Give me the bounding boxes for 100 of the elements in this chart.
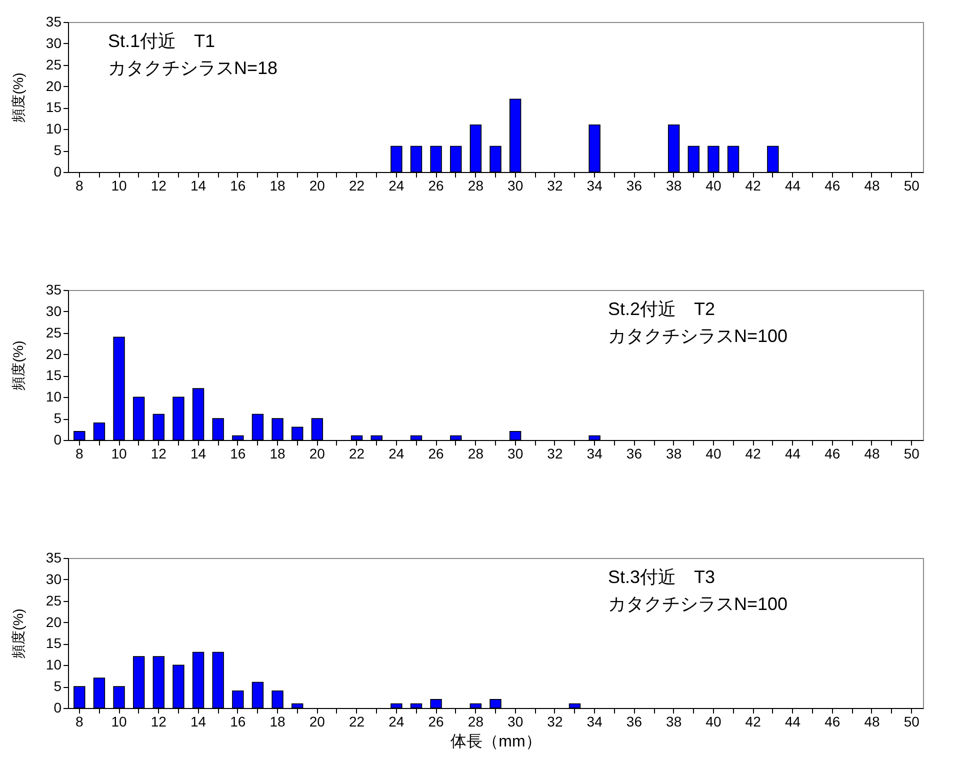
x-tick-label: 32	[547, 178, 563, 194]
x-tick-label: 14	[190, 446, 206, 462]
x-tick-label: 12	[150, 178, 167, 194]
x-tick-label: 46	[824, 178, 840, 194]
y-tick-label: 0	[54, 700, 62, 716]
y-tick-label: 10	[46, 656, 62, 673]
x-tick-label: 40	[706, 446, 722, 462]
x-tick-label: 28	[468, 446, 484, 462]
x-tick-label: 34	[586, 714, 603, 730]
x-tick-label: 42	[745, 178, 762, 194]
x-tick-label: 24	[388, 446, 404, 462]
x-tick-label: 26	[428, 446, 444, 462]
x-tick-label: 8	[75, 446, 84, 462]
x-tick-label: 32	[547, 446, 563, 462]
x-tick-label: 8	[75, 714, 84, 730]
x-tick-label: 48	[864, 178, 880, 194]
y-tick-label: 30	[46, 34, 62, 51]
annotation: カタクチシラスN=18	[108, 58, 278, 78]
x-tick-label: 30	[508, 714, 524, 730]
y-tick-label: 15	[46, 367, 62, 384]
x-tick-label: 42	[745, 446, 762, 462]
x-tick-label: 44	[784, 178, 801, 194]
y-tick-label: 0	[54, 432, 62, 448]
x-tick-label: 46	[824, 714, 840, 730]
x-tick-label: 20	[309, 714, 326, 730]
y-tick-label: 20	[46, 346, 62, 362]
y-tick-label: 20	[46, 614, 62, 630]
x-tick-label: 12	[150, 714, 167, 730]
y-tick-label: 10	[46, 120, 62, 137]
x-tick-label: 16	[230, 446, 246, 462]
y-tick-label: 5	[54, 410, 62, 426]
x-tick-label: 20	[309, 446, 326, 462]
x-tick-label: 40	[706, 714, 722, 730]
y-tick-label: 5	[54, 678, 62, 694]
x-tick-label: 16	[230, 178, 246, 194]
x-tick-label: 28	[468, 714, 484, 730]
x-tick-label: 38	[666, 446, 682, 462]
y-tick-label: 20	[46, 78, 62, 94]
x-tick-label: 18	[270, 446, 286, 462]
x-tick-label: 46	[824, 446, 840, 462]
x-tick-label: 42	[745, 714, 762, 730]
annotation: St.1付近 T1	[108, 31, 216, 51]
x-tick-label: 24	[388, 714, 404, 730]
y-axis-title: 頻度(%)	[10, 608, 26, 658]
annotation: St.2付近 T2	[608, 299, 716, 319]
x-tick-label: 44	[784, 714, 801, 730]
x-tick-label: 34	[586, 178, 603, 194]
x-tick-label: 30	[508, 446, 524, 462]
x-tick-label: 50	[904, 446, 920, 462]
x-tick-label: 10	[111, 446, 128, 462]
x-tick-label: 36	[626, 714, 642, 730]
y-tick-label: 15	[46, 99, 62, 116]
x-tick-label: 18	[270, 178, 286, 194]
x-tick-label: 38	[666, 714, 682, 730]
x-tick-label: 22	[349, 714, 365, 730]
x-tick-label: 22	[349, 178, 365, 194]
y-tick-label: 25	[46, 56, 62, 72]
x-tick-label: 32	[547, 714, 563, 730]
annotation: カタクチシラスN=100	[608, 326, 788, 346]
x-tick-label: 30	[508, 178, 524, 194]
y-tick-label: 25	[46, 324, 62, 340]
y-axis-title: 頻度(%)	[10, 72, 26, 122]
x-tick-label: 48	[864, 714, 880, 730]
y-tick-label: 15	[46, 635, 62, 652]
y-tick-label: 30	[46, 570, 62, 587]
y-tick-label: 0	[54, 164, 62, 180]
x-tick-label: 10	[111, 714, 128, 730]
x-tick-label: 38	[666, 178, 682, 194]
x-tick-label: 14	[190, 178, 206, 194]
x-tick-label: 12	[150, 446, 167, 462]
x-tick-label: 14	[190, 714, 206, 730]
y-tick-label: 35	[46, 14, 62, 30]
y-axis-title: 頻度(%)	[10, 340, 26, 390]
y-tick-label: 25	[46, 592, 62, 608]
x-tick-label: 44	[784, 446, 801, 462]
x-tick-label: 10	[111, 178, 128, 194]
x-tick-label: 8	[75, 178, 84, 194]
x-tick-label: 26	[428, 714, 444, 730]
x-tick-label: 36	[626, 178, 642, 194]
x-tick-label: 18	[270, 714, 286, 730]
annotation: St.3付近 T3	[608, 567, 716, 587]
y-tick-label: 35	[46, 550, 62, 566]
x-tick-label: 16	[230, 714, 246, 730]
y-tick-label: 30	[46, 302, 62, 319]
x-tick-label: 24	[388, 178, 404, 194]
x-tick-label: 22	[349, 446, 365, 462]
x-tick-label: 50	[904, 714, 920, 730]
x-tick-label: 40	[706, 178, 722, 194]
x-tick-label: 34	[586, 446, 603, 462]
x-tick-label: 26	[428, 178, 444, 194]
y-tick-label: 5	[54, 142, 62, 158]
annotation: カタクチシラスN=100	[608, 594, 788, 614]
y-tick-label: 10	[46, 388, 62, 405]
x-tick-label: 28	[468, 178, 484, 194]
x-axis-title: 体長（mm）	[450, 734, 542, 750]
x-tick-label: 36	[626, 446, 642, 462]
x-tick-label: 20	[309, 178, 326, 194]
y-tick-label: 35	[46, 282, 62, 298]
x-tick-label: 50	[904, 178, 920, 194]
x-tick-label: 48	[864, 446, 880, 462]
